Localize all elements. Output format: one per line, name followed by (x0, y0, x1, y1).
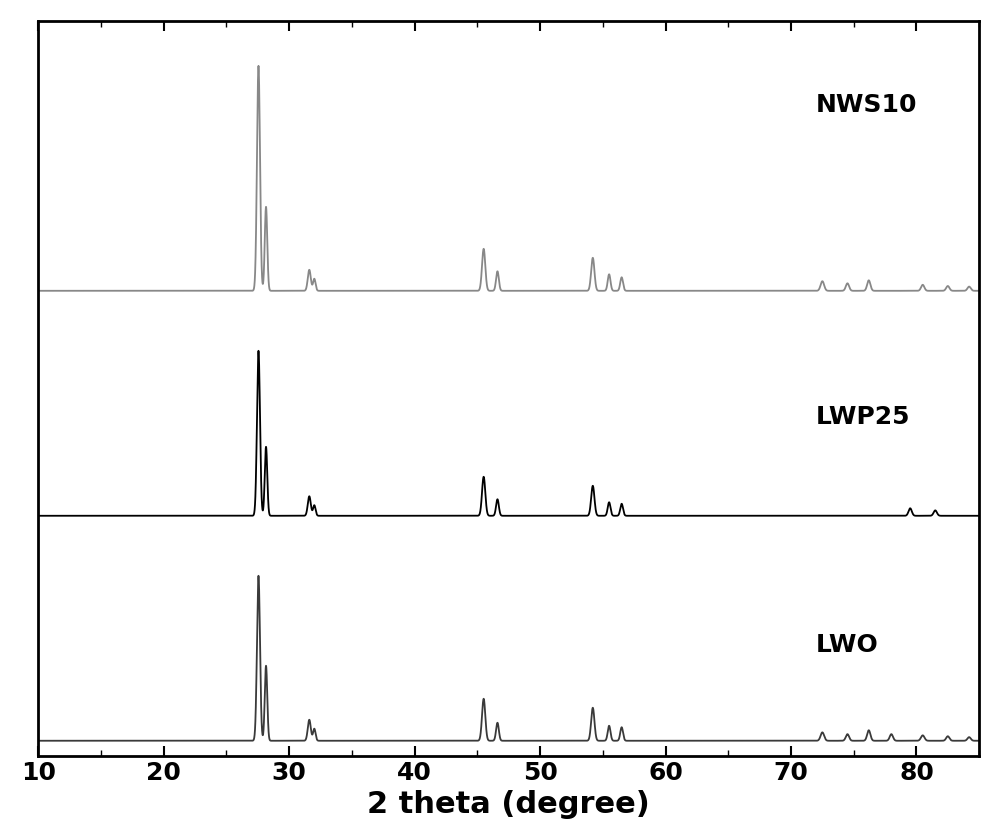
Text: LWO: LWO (816, 633, 879, 657)
X-axis label: 2 theta (degree): 2 theta (degree) (367, 790, 650, 819)
Text: NWS10: NWS10 (816, 93, 918, 117)
Text: LWP25: LWP25 (816, 405, 911, 428)
